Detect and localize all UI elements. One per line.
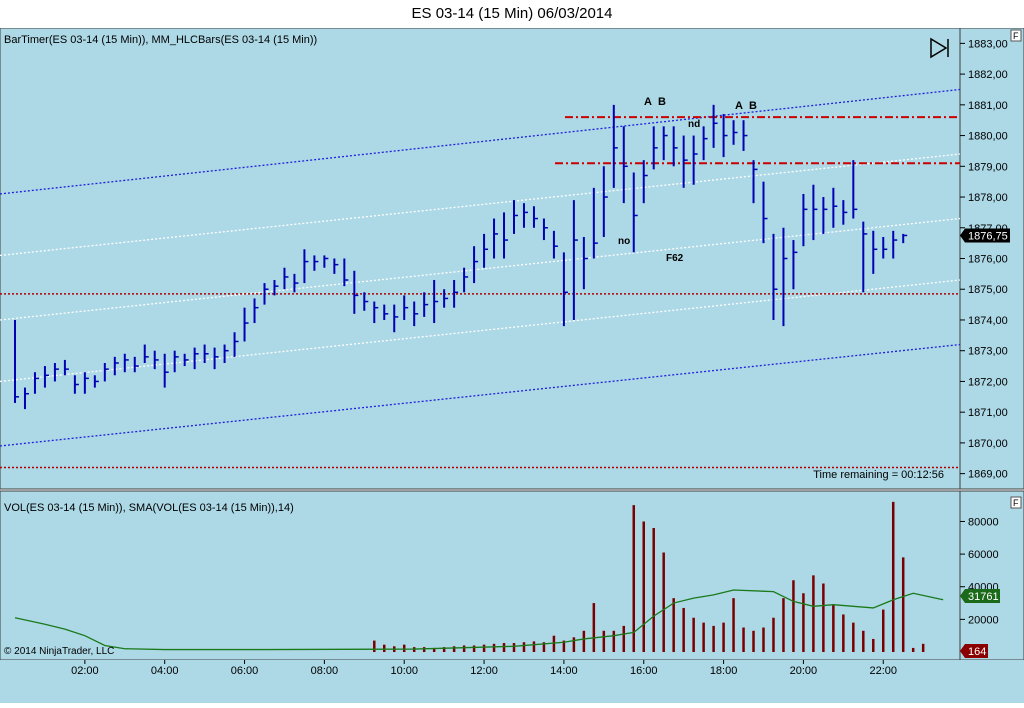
price-indicator-label: BarTimer(ES 03-14 (15 Min)), MM_HLCBars(… xyxy=(4,34,317,46)
price-tick-label: 1873,00 xyxy=(968,346,1008,358)
time-tick-label: 22:00 xyxy=(869,665,897,677)
price-axis[interactable] xyxy=(959,27,1024,490)
time-tick-label: 08:00 xyxy=(311,665,339,677)
annotation-a-1: A xyxy=(644,96,652,108)
price-f-button[interactable]: F xyxy=(1010,29,1022,42)
svg-text:F: F xyxy=(1013,498,1019,508)
time-tick-label: 06:00 xyxy=(231,665,259,677)
price-tick-label: 1882,00 xyxy=(968,69,1008,81)
annotation-b-1: B xyxy=(658,96,666,108)
annotation-a-2: A xyxy=(735,100,743,112)
channel-line xyxy=(0,279,961,383)
price-tick-label: 1880,00 xyxy=(968,131,1008,143)
price-tick-label: 1879,00 xyxy=(968,161,1008,173)
chart-svg: 1869,00 1870,00 1871,00 1872,00 1873,00 1874,… xyxy=(0,27,1024,703)
price-tick-label: 1869,00 xyxy=(968,469,1008,481)
time-tick-label: 20:00 xyxy=(790,665,818,677)
sma-value-tag: 31761 xyxy=(960,589,1000,603)
annotation-b-2: B xyxy=(749,100,757,112)
chart-title: ES 03-14 (15 Min) 06/03/2014 xyxy=(0,0,1024,28)
time-tick-label: 18:00 xyxy=(710,665,738,677)
price-tick-label: 1871,00 xyxy=(968,407,1008,419)
play-to-end-icon[interactable] xyxy=(930,37,949,59)
time-tick-label: 10:00 xyxy=(390,665,418,677)
time-tick-label: 12:00 xyxy=(470,665,498,677)
svg-text:F: F xyxy=(1013,31,1019,41)
svg-text:31761: 31761 xyxy=(968,591,999,603)
channel-line xyxy=(0,153,961,257)
price-panel[interactable] xyxy=(0,27,961,490)
volume-f-button[interactable]: F xyxy=(1010,496,1022,509)
copyright-label: © 2014 NinjaTrader, LLC xyxy=(4,646,114,657)
sma-line xyxy=(14,589,944,651)
price-tick-label: 1883,00 xyxy=(968,38,1008,50)
price-tick-label: 1881,00 xyxy=(968,100,1008,112)
time-tick-label: 04:00 xyxy=(151,665,179,677)
time-tick-label: 14:00 xyxy=(550,665,578,677)
volume-axis[interactable] xyxy=(959,490,1024,661)
volume-tick-label: 60000 xyxy=(968,549,999,561)
price-tick-label: 1874,00 xyxy=(968,315,1008,327)
price-tick-label: 1870,00 xyxy=(968,438,1008,450)
svg-text:1876,75: 1876,75 xyxy=(968,230,1008,242)
volume-tick-label: 20000 xyxy=(968,614,999,626)
channel-line xyxy=(0,343,961,447)
svg-text:164: 164 xyxy=(968,646,986,658)
annotation-f62: F62 xyxy=(666,253,684,264)
volume-tick-label: 80000 xyxy=(968,516,999,528)
price-tick-label: 1878,00 xyxy=(968,192,1008,204)
price-tick-label: 1872,00 xyxy=(968,376,1008,388)
time-tick-label: 02:00 xyxy=(71,665,99,677)
chart-area: 1869,00 1870,00 1871,00 1872,00 1873,00 1874,… xyxy=(0,27,1024,703)
volume-panel[interactable] xyxy=(0,490,961,661)
current-price-tag: 1876,75 xyxy=(960,228,1010,243)
time-axis[interactable] xyxy=(0,660,1024,703)
channel-line xyxy=(0,217,961,321)
volume-indicator-label: VOL(ES 03-14 (15 Min)), SMA(VOL(ES 03-14… xyxy=(4,502,294,514)
annotation-nd: nd xyxy=(688,119,700,130)
price-tick-label: 1875,00 xyxy=(968,284,1008,296)
annotation-no: no xyxy=(618,236,630,247)
time-remaining-label: Time remaining = 00:12:56 xyxy=(813,469,944,481)
volume-value-tag: 164 xyxy=(960,644,988,658)
channel-line xyxy=(0,88,961,195)
time-tick-label: 16:00 xyxy=(630,665,658,677)
price-tick-label: 1876,00 xyxy=(968,254,1008,266)
